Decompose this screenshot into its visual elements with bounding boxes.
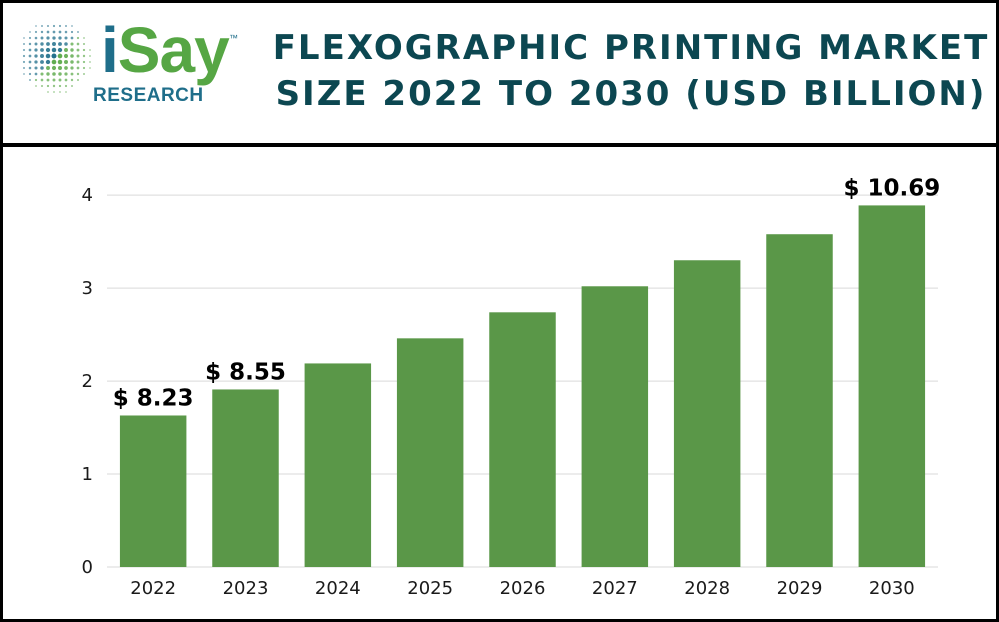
- logo-trademark: ™: [229, 33, 238, 43]
- x-tick-label-2028: 2028: [684, 578, 730, 599]
- title-line-2: SIZE 2022 TO 2030 (USD BILLION): [275, 74, 987, 114]
- data-label-2030: $ 10.69: [843, 175, 940, 201]
- bar-2028: [673, 260, 741, 567]
- y-tick-label-3: 3: [82, 278, 93, 299]
- x-tick-label-2026: 2026: [500, 578, 546, 599]
- bar-2023: [212, 389, 279, 567]
- globe-icon: [22, 24, 91, 93]
- x-tick-label-2022: 2022: [130, 578, 176, 599]
- x-tick-label-2029: 2029: [777, 578, 823, 599]
- data-label-2023: $ 8.55: [205, 359, 286, 385]
- bar-2024: [304, 363, 372, 567]
- title-line-1: FLEXOGRAPHIC PRINTING MARKET: [272, 28, 990, 68]
- y-tick-label-2: 2: [82, 371, 93, 392]
- bar-2027: [581, 286, 649, 567]
- bar-chart: 0 1 2 3 4 2022 2023 2024 2025 2026 2027 2028 2029 203…: [82, 175, 941, 599]
- x-tick-label-2024: 2024: [315, 578, 361, 599]
- x-tick-label-2023: 2023: [223, 578, 269, 599]
- y-tick-label-4: 4: [82, 185, 93, 206]
- header: iSay ™ RESEARCH FLEXOGRAPHIC PRINTING MA…: [3, 3, 996, 147]
- y-tick-label-0: 0: [82, 557, 93, 578]
- data-label-2022: $ 8.23: [113, 385, 194, 411]
- page-title: FLEXOGRAPHIC PRINTING MARKET SIZE 2022 T…: [271, 25, 991, 117]
- y-tick-label-1: 1: [82, 464, 93, 485]
- x-tick-label-2027: 2027: [592, 578, 638, 599]
- logo-subtitle: RESEARCH: [93, 85, 204, 106]
- isay-research-logo: iSay ™ RESEARCH: [15, 13, 245, 113]
- bar-2026: [489, 312, 556, 567]
- bar-2029: [766, 234, 833, 567]
- logo-wordmark: iSay: [101, 14, 230, 86]
- bar-2030: [858, 205, 926, 568]
- x-tick-label-2025: 2025: [407, 578, 453, 599]
- bar-2025: [396, 338, 464, 567]
- x-tick-label-2030: 2030: [869, 578, 915, 599]
- bar-2022: [119, 415, 187, 567]
